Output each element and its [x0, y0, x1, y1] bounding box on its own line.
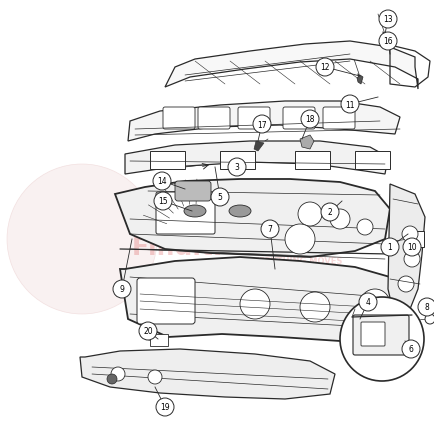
Ellipse shape [228, 206, 250, 217]
FancyBboxPatch shape [163, 108, 194, 130]
Polygon shape [356, 76, 362, 85]
Text: 2: 2 [327, 208, 332, 217]
Circle shape [253, 116, 270, 134]
Circle shape [424, 314, 434, 324]
FancyBboxPatch shape [354, 151, 389, 170]
Circle shape [340, 96, 358, 114]
Circle shape [401, 340, 419, 358]
Circle shape [417, 298, 434, 316]
Circle shape [7, 164, 157, 314]
Polygon shape [115, 180, 389, 257]
Polygon shape [299, 136, 313, 150]
Circle shape [315, 59, 333, 77]
Text: 20: 20 [143, 327, 152, 336]
Text: 19: 19 [160, 403, 169, 411]
Polygon shape [381, 34, 387, 42]
Text: FinditParts: FinditParts [132, 236, 287, 260]
FancyBboxPatch shape [283, 108, 314, 130]
Text: 4: 4 [365, 298, 370, 307]
FancyBboxPatch shape [352, 315, 408, 355]
Ellipse shape [184, 206, 206, 217]
Text: 11: 11 [345, 100, 354, 109]
Text: 13: 13 [382, 16, 392, 24]
Text: 18: 18 [305, 115, 314, 124]
Circle shape [329, 210, 349, 230]
FancyBboxPatch shape [360, 322, 384, 346]
Circle shape [358, 293, 376, 311]
FancyBboxPatch shape [220, 151, 254, 170]
Text: 17: 17 [256, 120, 266, 129]
Polygon shape [128, 102, 399, 141]
Circle shape [156, 398, 174, 416]
Circle shape [378, 11, 396, 29]
Text: 8: 8 [424, 303, 428, 312]
Circle shape [260, 220, 278, 238]
FancyBboxPatch shape [150, 334, 168, 346]
Text: 6: 6 [408, 345, 412, 354]
Text: 5: 5 [217, 193, 222, 202]
FancyBboxPatch shape [322, 108, 354, 130]
Circle shape [356, 220, 372, 236]
Circle shape [240, 289, 270, 319]
Text: 3: 3 [234, 163, 239, 172]
Circle shape [339, 297, 423, 381]
Circle shape [378, 33, 396, 51]
Circle shape [227, 159, 246, 177]
Text: 10: 10 [406, 243, 416, 252]
FancyBboxPatch shape [150, 151, 184, 170]
Circle shape [148, 370, 161, 384]
Polygon shape [387, 184, 424, 319]
FancyBboxPatch shape [405, 231, 423, 247]
Circle shape [210, 188, 228, 207]
Circle shape [299, 293, 329, 322]
Polygon shape [253, 141, 263, 151]
Polygon shape [120, 257, 409, 341]
Circle shape [300, 111, 318, 129]
Text: EVERYTHING MOVES: EVERYTHING MOVES [247, 257, 342, 266]
Circle shape [380, 238, 398, 256]
FancyBboxPatch shape [197, 108, 230, 130]
Circle shape [111, 367, 125, 381]
Circle shape [154, 193, 171, 210]
Polygon shape [164, 42, 417, 90]
Circle shape [139, 322, 157, 340]
Circle shape [284, 224, 314, 254]
Circle shape [297, 203, 321, 227]
Text: 15: 15 [158, 197, 168, 206]
Circle shape [359, 289, 389, 319]
Circle shape [401, 227, 417, 243]
FancyBboxPatch shape [156, 193, 214, 234]
Circle shape [403, 251, 419, 267]
Circle shape [402, 238, 420, 256]
Text: 16: 16 [382, 37, 392, 46]
Circle shape [153, 173, 171, 191]
Text: 9: 9 [119, 285, 124, 294]
Circle shape [107, 374, 117, 384]
Circle shape [320, 204, 338, 221]
Text: 14: 14 [157, 177, 166, 186]
Polygon shape [125, 141, 387, 174]
FancyBboxPatch shape [237, 108, 270, 130]
FancyBboxPatch shape [294, 151, 329, 170]
Circle shape [397, 276, 413, 293]
FancyBboxPatch shape [137, 278, 194, 324]
Text: 1: 1 [387, 243, 391, 252]
FancyBboxPatch shape [174, 181, 210, 201]
Text: 12: 12 [319, 63, 329, 72]
Polygon shape [80, 349, 334, 399]
Circle shape [113, 280, 131, 298]
Text: 7: 7 [267, 225, 272, 234]
